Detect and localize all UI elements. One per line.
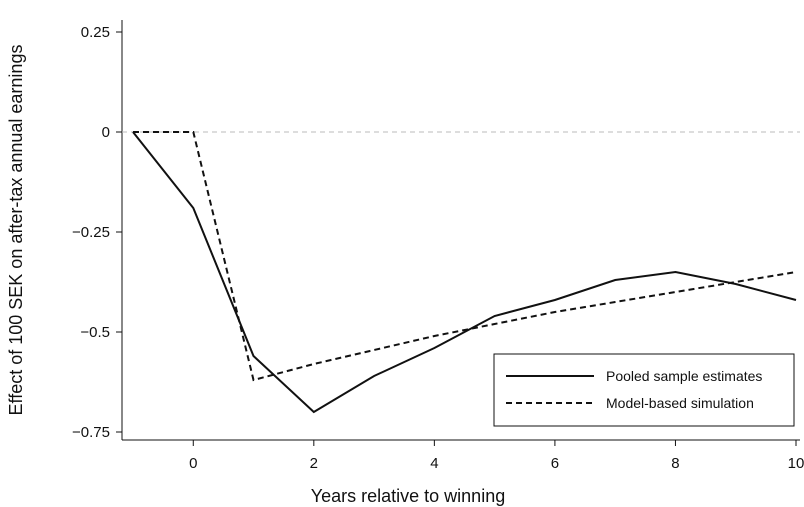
axes [121,20,800,441]
x-axis-title: Years relative to winning [311,486,505,506]
y-tick-label: −0.5 [80,324,110,341]
y-tick-label: 0.25 [81,24,110,41]
x-tick-label: 4 [430,455,438,472]
series-layer [132,131,797,414]
x-tick-label: 0 [189,455,197,472]
x-tick-label: 6 [551,455,559,472]
y-ticks: 0.25 0 −0.25 −0.5 −0.75 [72,24,122,441]
legend-label-pooled: Pooled sample estimates [606,368,762,384]
y-axis-title: Effect of 100 SEK on after-tax annual ea… [6,45,26,416]
legend-label-simulation: Model-based simulation [606,395,754,411]
x-ticks: 0 2 4 6 8 10 [189,440,804,472]
y-tick-label: −0.25 [72,224,110,241]
y-tick-label: 0 [102,124,110,141]
series-line-model-based-simulation [133,131,797,382]
y-tick-label: −0.75 [72,424,110,441]
series-line-pooled-sample-estimates [132,131,797,414]
x-tick-label: 2 [310,455,318,472]
x-tick-label: 10 [788,455,804,472]
legend: Pooled sample estimates Model-based simu… [493,353,795,427]
legend-box [493,353,795,427]
x-tick-label: 8 [671,455,679,472]
